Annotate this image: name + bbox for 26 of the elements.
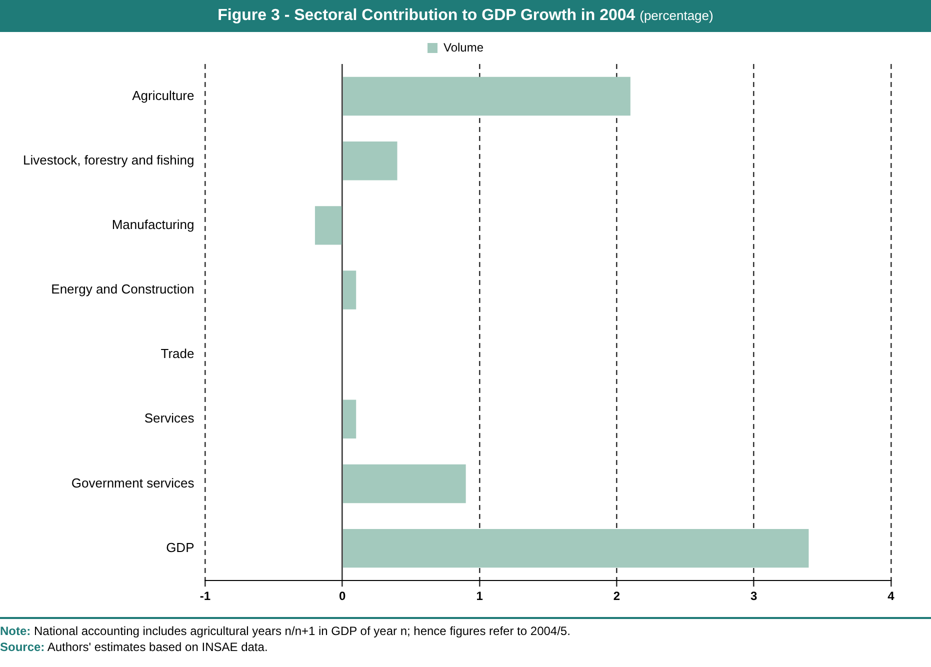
x-tick-label: 0 — [339, 589, 346, 604]
legend-label: Volume — [443, 40, 484, 54]
chart-subtitle: (percentage) — [640, 8, 714, 23]
bar — [314, 206, 342, 245]
bar — [343, 141, 398, 180]
y-tick-label: GDP — [166, 540, 194, 555]
y-tick-label: Energy and Construction — [51, 282, 194, 297]
y-tick-label: Agriculture — [132, 88, 194, 103]
x-tick-label: 4 — [888, 589, 895, 604]
x-tick-label: 1 — [476, 589, 484, 604]
y-tick-label: Services — [144, 410, 195, 426]
x-tick-label: 3 — [750, 589, 758, 604]
x-tick-label: 2 — [613, 589, 620, 604]
bar — [343, 528, 809, 568]
y-tick-label: Government services — [71, 475, 195, 490]
bar — [343, 400, 356, 439]
y-tick-label: Trade — [160, 346, 194, 362]
bar — [343, 270, 356, 310]
x-tick-label: -1 — [200, 589, 211, 604]
bar — [343, 76, 630, 116]
chart-title: Figure 3 - Sectoral Contribution to GDP Growth in 2004 — [218, 7, 636, 24]
y-tick-label: Livestock, forestry and fishing — [22, 152, 194, 168]
bar — [343, 464, 466, 504]
text: Note: National accounting includes agricultural years n/n+1 in GDP of year n; hence figures refer to 2004/5. — [0, 624, 570, 638]
y-tick-label: Manufacturing — [112, 217, 194, 232]
source-note: Source: Authors' estimates based on INSAE data. — [0, 640, 268, 654]
